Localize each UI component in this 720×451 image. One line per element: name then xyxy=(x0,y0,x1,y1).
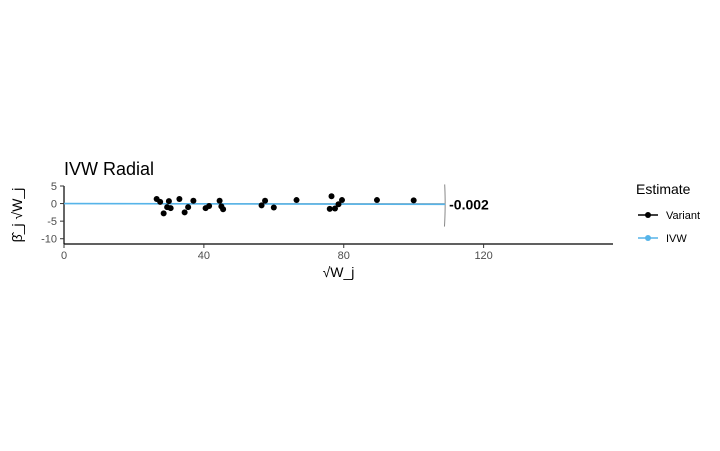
variant-point xyxy=(326,205,333,212)
variant-point xyxy=(157,198,164,205)
chart-title: IVW Radial xyxy=(64,159,154,179)
variant-point xyxy=(293,197,300,204)
variant-point xyxy=(262,197,269,204)
y-tick-label: -5 xyxy=(47,216,57,228)
variant-point xyxy=(181,209,188,216)
variant-point xyxy=(160,210,167,217)
variant-point xyxy=(185,204,192,211)
y-tick-label: 5 xyxy=(51,181,57,193)
variant-point xyxy=(373,197,380,204)
variant-point xyxy=(270,204,277,211)
legend-key-point xyxy=(645,212,651,218)
legend-key-point xyxy=(645,235,651,241)
ivw-estimate-label: -0.002 xyxy=(449,196,489,212)
y-axis-label: β̂_j √W_j xyxy=(9,188,25,243)
legend-entry-label: Variant xyxy=(666,210,700,222)
variant-point xyxy=(410,197,417,204)
legend-title: Estimate xyxy=(636,181,691,197)
variant-point xyxy=(190,197,197,204)
variant-point xyxy=(167,205,174,212)
x-tick-label: 0 xyxy=(61,250,67,262)
variant-point xyxy=(206,203,213,210)
variant-point xyxy=(338,197,345,204)
radial-arc xyxy=(443,184,446,227)
plot-marks: -0.002 xyxy=(63,184,489,227)
x-axis-label: √W_j xyxy=(323,264,355,280)
variant-point xyxy=(220,206,227,213)
ivw-line xyxy=(63,202,446,206)
axes: 0 40 80 120 5 0 -5 -10 xyxy=(41,181,613,262)
x-tick-label: 40 xyxy=(198,250,210,262)
variant-point xyxy=(332,205,339,212)
x-tick-label: 80 xyxy=(338,250,350,262)
legend: Estimate Variant IVW xyxy=(636,181,700,245)
variant-point xyxy=(335,201,342,208)
legend-entry-label: IVW xyxy=(666,233,687,245)
variant-point xyxy=(165,198,172,205)
variant-point xyxy=(176,196,183,203)
y-tick-label: -10 xyxy=(41,234,57,246)
y-tick-label: 0 xyxy=(51,199,57,211)
variant-point xyxy=(328,193,335,200)
variant-point xyxy=(258,202,265,209)
variant-point xyxy=(216,197,223,204)
x-tick-label: 120 xyxy=(474,250,492,262)
